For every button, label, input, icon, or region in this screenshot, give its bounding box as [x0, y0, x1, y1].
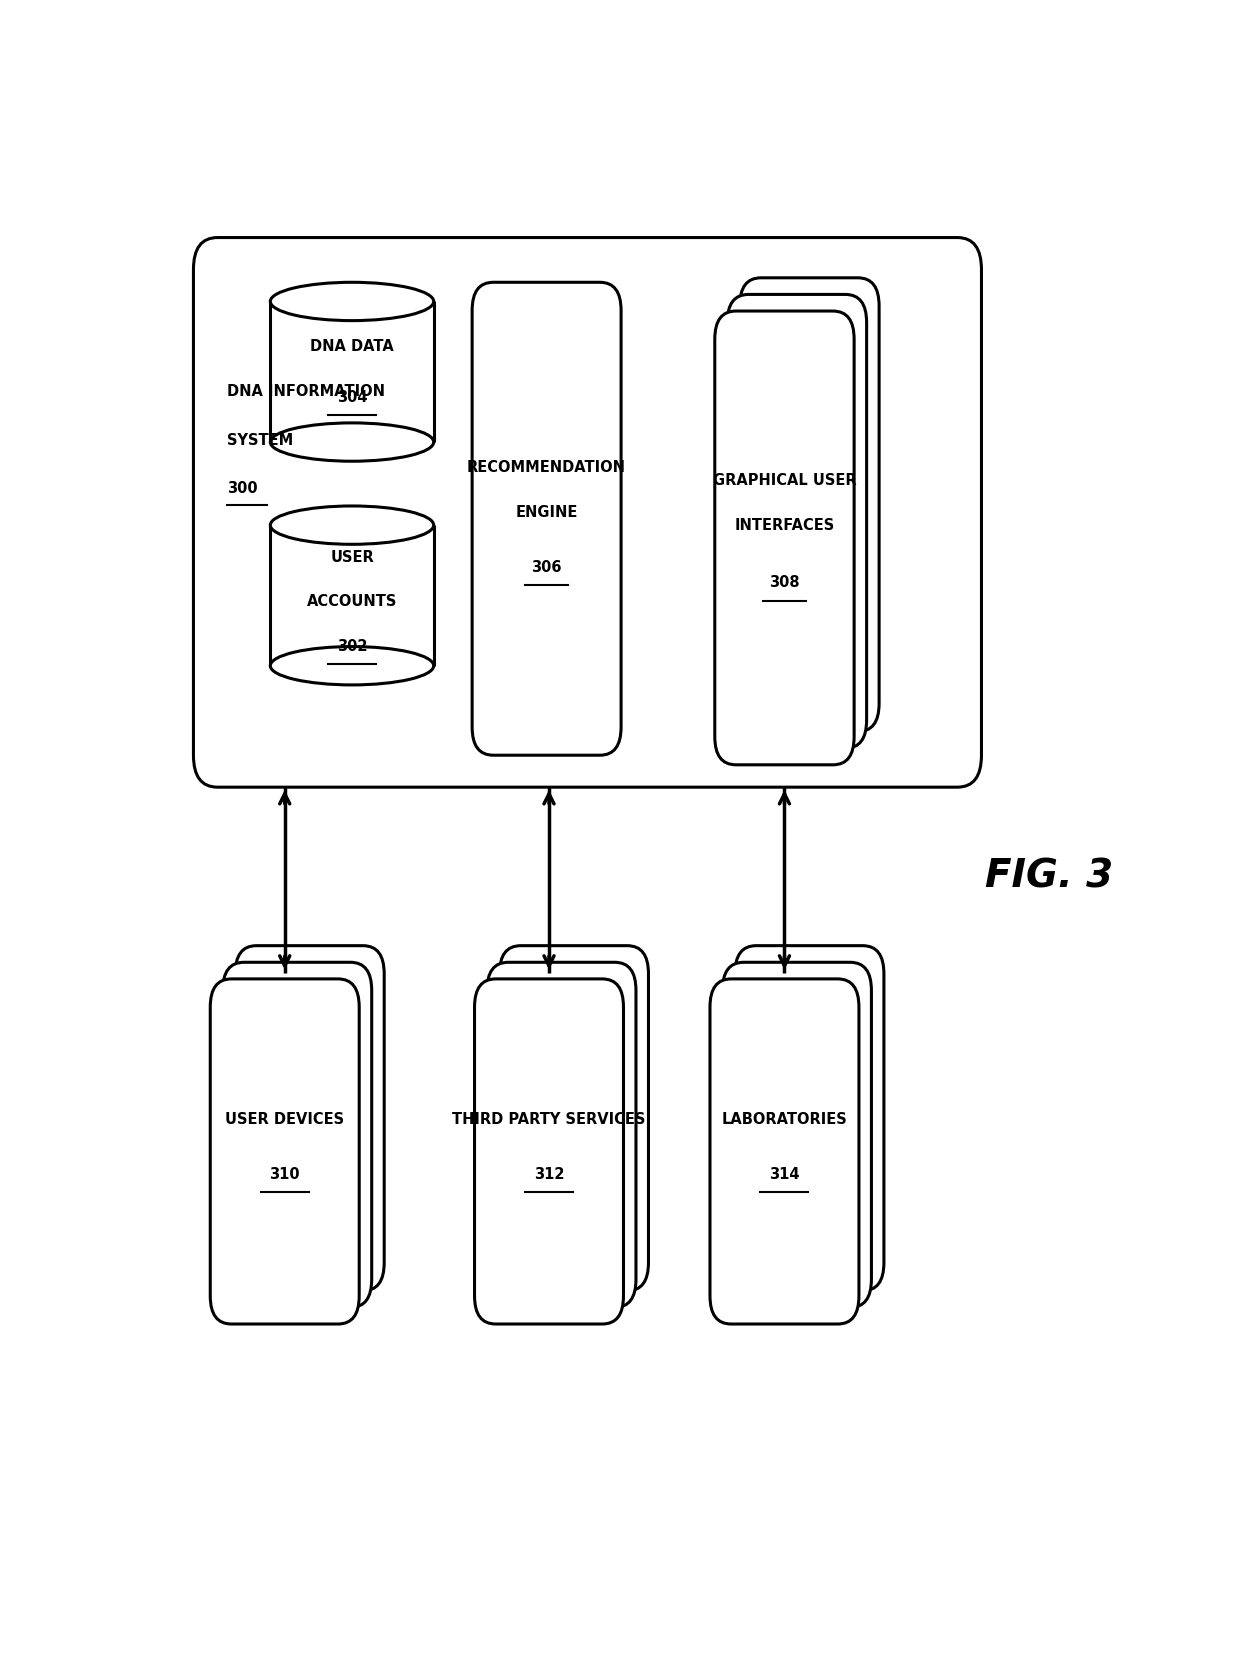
FancyBboxPatch shape — [714, 310, 854, 765]
Text: THIRD PARTY SERVICES: THIRD PARTY SERVICES — [453, 1112, 646, 1127]
Text: 308: 308 — [769, 574, 800, 591]
Text: USER DEVICES: USER DEVICES — [226, 1112, 345, 1127]
Text: 300: 300 — [227, 481, 258, 496]
Ellipse shape — [270, 282, 434, 320]
Text: LABORATORIES: LABORATORIES — [722, 1112, 847, 1127]
Ellipse shape — [270, 646, 434, 686]
Text: 312: 312 — [533, 1167, 564, 1182]
Text: 310: 310 — [269, 1167, 300, 1182]
Text: ACCOUNTS: ACCOUNTS — [306, 594, 397, 609]
Text: INTERFACES: INTERFACES — [734, 518, 835, 533]
FancyBboxPatch shape — [723, 963, 872, 1308]
Text: ENGINE: ENGINE — [516, 505, 578, 520]
FancyBboxPatch shape — [487, 963, 636, 1308]
Bar — [270, 282, 434, 447]
FancyBboxPatch shape — [223, 963, 372, 1308]
Text: SYSTEM: SYSTEM — [227, 433, 294, 448]
Text: 304: 304 — [337, 390, 367, 405]
Text: 306: 306 — [532, 559, 562, 574]
FancyBboxPatch shape — [500, 946, 649, 1291]
Text: DNA DATA: DNA DATA — [310, 339, 394, 354]
Ellipse shape — [270, 506, 434, 544]
Text: RECOMMENDATION: RECOMMENDATION — [467, 460, 626, 475]
FancyBboxPatch shape — [211, 979, 360, 1325]
Text: 314: 314 — [769, 1167, 800, 1182]
Text: FIG. 3: FIG. 3 — [985, 858, 1112, 896]
FancyBboxPatch shape — [475, 979, 624, 1325]
FancyBboxPatch shape — [711, 979, 859, 1325]
FancyBboxPatch shape — [236, 946, 384, 1291]
FancyBboxPatch shape — [472, 282, 621, 755]
Text: GRAPHICAL USER: GRAPHICAL USER — [713, 473, 857, 488]
Text: DNA INFORMATION: DNA INFORMATION — [227, 383, 386, 398]
Bar — [270, 506, 434, 669]
FancyBboxPatch shape — [193, 237, 982, 787]
Ellipse shape — [270, 423, 434, 461]
Text: USER: USER — [330, 549, 374, 564]
FancyBboxPatch shape — [735, 946, 884, 1291]
Text: 302: 302 — [337, 639, 367, 654]
FancyBboxPatch shape — [728, 294, 867, 749]
FancyBboxPatch shape — [740, 277, 879, 732]
